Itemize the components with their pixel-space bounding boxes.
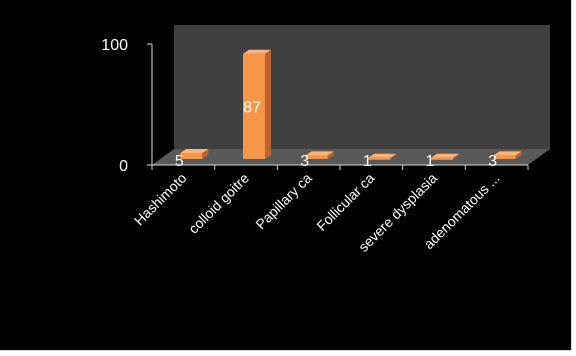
- bar-front: [243, 53, 265, 160]
- data-label: 3: [300, 153, 309, 170]
- bar-side: [453, 153, 459, 159]
- category-label: Hashimoto: [131, 170, 190, 229]
- bar: [493, 151, 522, 159]
- bar-top: [431, 153, 459, 158]
- bar-top: [243, 49, 271, 54]
- data-labels: 5 87 3 1 1 3: [175, 99, 497, 170]
- axis-ticks: [147, 43, 529, 170]
- y-tick-label: 100: [101, 37, 128, 54]
- bar-top: [493, 151, 522, 156]
- data-label: 1: [363, 153, 372, 170]
- bar-side: [327, 151, 334, 159]
- category-label: Papillary ca: [252, 170, 315, 233]
- data-label: 5: [175, 153, 184, 170]
- bar-front: [180, 152, 203, 159]
- data-label: 87: [243, 99, 261, 116]
- category-label: Follicular ca: [313, 170, 377, 234]
- data-label: 1: [426, 153, 435, 170]
- bars: [180, 49, 522, 160]
- bar: [243, 49, 271, 160]
- bar: [368, 153, 397, 160]
- bar-front: [431, 157, 453, 160]
- bar: [180, 148, 209, 159]
- chart-back-wall: [174, 25, 550, 149]
- category-label: colloid goitre: [185, 170, 252, 237]
- bar-top: [305, 151, 334, 156]
- bar: [431, 153, 459, 160]
- bar-side: [390, 153, 397, 159]
- bar-side: [265, 49, 271, 160]
- bar-front: [305, 155, 328, 159]
- bar: [305, 151, 334, 159]
- bar-front: [493, 155, 516, 159]
- bar-side: [202, 148, 209, 159]
- chart-area: 0 100 5 87 3 1 1 3 Hashimoto colloid goitre Papi…: [0, 0, 572, 351]
- bar-front: [368, 157, 391, 160]
- data-label: 3: [488, 153, 497, 170]
- bar-top: [180, 148, 209, 153]
- bar-top: [368, 153, 397, 158]
- y-tick-label: 0: [119, 158, 128, 175]
- bar-side: [515, 151, 522, 159]
- y-tick-labels: 0 100: [101, 37, 128, 175]
